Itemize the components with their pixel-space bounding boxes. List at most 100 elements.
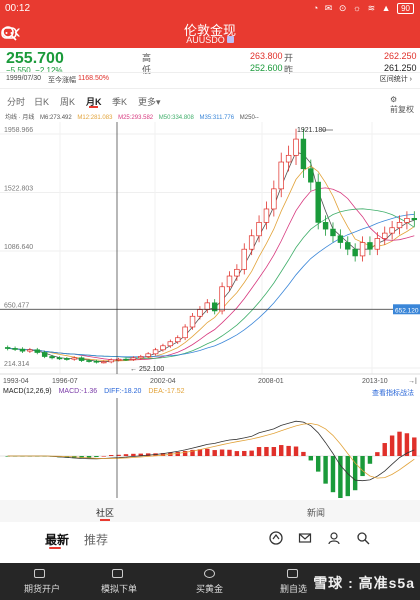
- candle-series: [4, 128, 418, 364]
- macd-histogram-bar: [352, 456, 358, 491]
- crosshair-price-tag: [393, 304, 420, 315]
- macd-histogram-bar: [286, 445, 291, 456]
- candle-body: [189, 315, 196, 328]
- macd-dea-line: [7, 423, 415, 479]
- back-icon[interactable]: ‹: [14, 21, 21, 43]
- tab-more[interactable]: 更多▾: [138, 95, 161, 108]
- moving-average-line: [7, 208, 415, 359]
- candle-body: [152, 349, 159, 355]
- candle-body: [197, 309, 203, 317]
- ma-legend-item: M50:334.808: [158, 115, 194, 121]
- candle-body: [293, 138, 299, 156]
- ma-legend-item: M250--: [239, 115, 259, 121]
- candle-body: [300, 138, 307, 170]
- macd-histogram-bar: [375, 452, 380, 456]
- macd-histogram-bar: [227, 449, 232, 456]
- macd-histogram-bar: [301, 451, 306, 456]
- ma-legend-item: M25:293.582: [118, 115, 154, 121]
- candle-body: [285, 154, 292, 163]
- tab-timeshare[interactable]: 分时: [7, 97, 26, 107]
- macd-histogram-bar: [138, 453, 143, 456]
- buy-gold-button[interactable]: 买黄金: [196, 584, 224, 594]
- macd-chart: [0, 398, 420, 498]
- macd-histogram-bar: [242, 450, 247, 456]
- macd-histogram-bar: [205, 448, 210, 456]
- moving-average-line: [7, 187, 415, 361]
- macd-histogram-bar: [108, 455, 114, 456]
- candle-body: [396, 222, 403, 229]
- post-icon[interactable]: [269, 531, 283, 545]
- tab-weekly[interactable]: 周K: [60, 97, 76, 107]
- macd-histogram-bar: [101, 455, 107, 457]
- high-value: 263.800: [250, 51, 283, 61]
- chart-overlay: 652.120 1921.180 ← 252.100: [0, 122, 420, 374]
- range-row: 1999/07/30 至今涨幅 1168.50%: [0, 74, 420, 84]
- tab-daily[interactable]: 日K: [34, 97, 50, 107]
- search-icon[interactable]: [356, 531, 370, 545]
- page-subtitle: AUUSDO: [0, 35, 420, 45]
- feed-tabs: 最新 推荐: [0, 526, 420, 556]
- range-stat-button[interactable]: 区间统计 ›: [379, 76, 412, 83]
- macd-histogram-bar: [323, 456, 328, 484]
- macd-histogram-bar: [94, 456, 99, 458]
- crosshair-price-label: 652.120: [395, 307, 419, 314]
- macd-histogram-bar: [345, 456, 350, 497]
- candle-body: [404, 218, 410, 223]
- divider: [0, 88, 420, 89]
- candle-body: [256, 222, 262, 237]
- candlestick-chart[interactable]: 1958.966 1522.803 1086.640 650.477 214.314 19…: [0, 122, 420, 384]
- message-icon[interactable]: [0, 24, 18, 42]
- macd-histogram-bar: [212, 450, 217, 456]
- candle-body: [145, 353, 151, 357]
- status-bar: 00:12 ◔ ✉ ⊙ ☼ ≋ ▲ 90: [0, 0, 420, 18]
- moving-average-line: [7, 213, 415, 358]
- range-stat-label: 区间统计: [379, 76, 408, 83]
- macd-histogram-bar: [234, 451, 240, 456]
- prev-close-value: 261.250: [384, 63, 417, 73]
- chart-grid: 1958.966 1522.803 1086.640 650.477 214.314 19…: [0, 122, 420, 384]
- candle-body: [86, 360, 92, 362]
- candle-body: [382, 232, 388, 239]
- y-tick-label: 650.477: [4, 303, 29, 310]
- simulated-order-button[interactable]: 模拟下单: [101, 584, 138, 594]
- feed-tab-latest[interactable]: 最新: [45, 533, 70, 547]
- macd-histogram-bar: [330, 456, 336, 493]
- user-icon[interactable]: [327, 531, 341, 545]
- macd-histogram-bar: [360, 456, 365, 477]
- candle-body: [330, 228, 336, 237]
- remove-watchlist-button[interactable]: 删自选: [280, 584, 308, 594]
- candle-body: [19, 348, 26, 352]
- candle-body: [278, 161, 284, 190]
- macd-histogram-bar: [86, 456, 92, 458]
- tab-news[interactable]: 新闻: [307, 508, 326, 518]
- tab-community[interactable]: 社区: [96, 508, 115, 518]
- candle-body: [219, 286, 225, 312]
- macd-histogram-bar: [382, 443, 387, 456]
- symbol-badge-icon: [226, 36, 234, 43]
- candle-body: [101, 361, 107, 364]
- candle-body: [115, 358, 122, 361]
- candle-body: [308, 168, 314, 183]
- indicator-strategy-link[interactable]: 查看指标战法: [372, 390, 414, 397]
- candle-body: [411, 218, 418, 221]
- macd-histogram-bar: [5, 456, 10, 457]
- candle-body: [41, 352, 48, 357]
- ma-legend: 均线 · 月线 M6:273.492 M12:281.083 M25:293.5…: [5, 112, 263, 121]
- macd-histogram-bar: [190, 449, 195, 456]
- tab-quarterly[interactable]: 季K: [112, 97, 128, 107]
- macd-histogram-bar: [338, 456, 343, 498]
- status-icons: ◔ ✉ ⊙ ☼ ≋ ▲ 90: [313, 3, 414, 14]
- candle-body: [271, 188, 277, 210]
- candle-body: [315, 181, 321, 223]
- search-icon[interactable]: [0, 24, 18, 42]
- macd-histogram-bar: [271, 447, 277, 456]
- adjust-toggle[interactable]: ⚙ 前复权: [390, 95, 414, 115]
- ma-legend-item: M6:273.492: [40, 115, 72, 121]
- tab-monthly[interactable]: 月K: [86, 97, 102, 107]
- mail-icon[interactable]: [298, 531, 312, 545]
- macd-dea: DEA:-17.52: [148, 388, 185, 395]
- range-gain-value: 1168.50%: [78, 75, 110, 82]
- feed-tab-recommended[interactable]: 推荐: [84, 533, 109, 547]
- futures-account-button[interactable]: 期货开户: [24, 584, 61, 594]
- macd-histogram-bar: [160, 453, 166, 456]
